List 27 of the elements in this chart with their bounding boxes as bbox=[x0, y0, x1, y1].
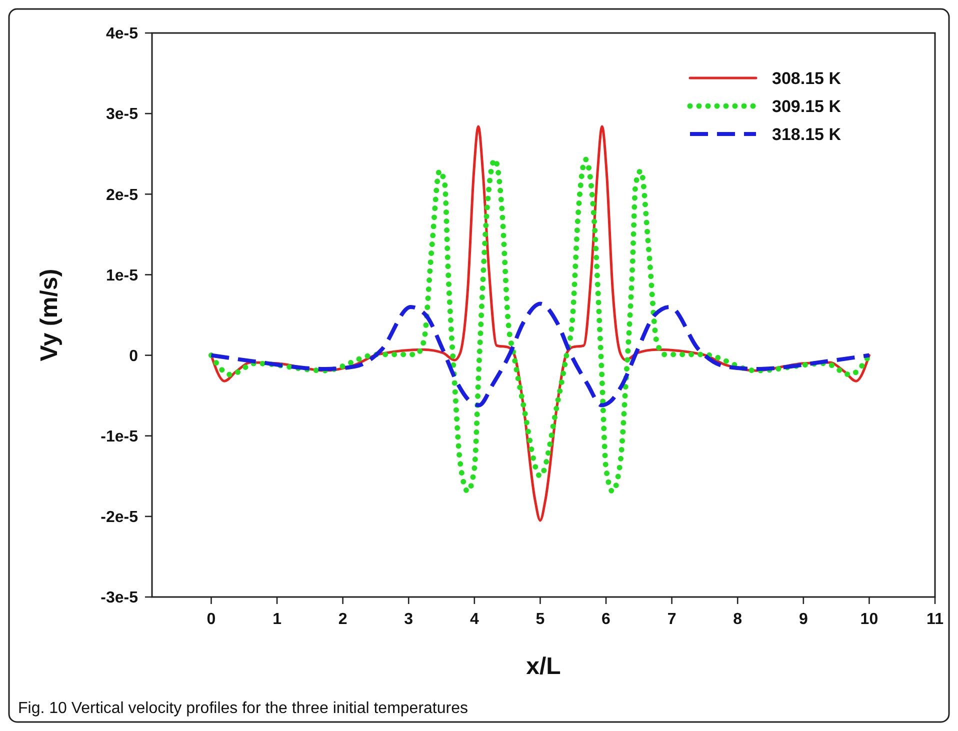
x-tick-label: 10 bbox=[860, 611, 878, 628]
legend-label: 309.15 K bbox=[772, 96, 842, 116]
x-tick-label: 9 bbox=[798, 611, 808, 628]
y-axis-title: Vy (m/s) bbox=[36, 268, 63, 362]
y-tick-label: -1e-5 bbox=[100, 428, 138, 446]
x-tick-label: 0 bbox=[206, 611, 216, 628]
x-tick-label: 6 bbox=[602, 611, 611, 628]
caption: Fig. 10 Vertical velocity profiles for the three initial temperatures bbox=[18, 700, 468, 717]
y-tick-label: 0 bbox=[129, 348, 138, 365]
line-series bbox=[209, 302, 872, 408]
x-tick-label: 1 bbox=[272, 611, 282, 628]
x-tick-label: 7 bbox=[667, 611, 676, 628]
x-tick-label: 5 bbox=[536, 611, 545, 628]
y-tick-label: -2e-5 bbox=[100, 509, 138, 526]
y-tick-label: 1e-5 bbox=[106, 267, 138, 284]
y-tick-label: -3e-5 bbox=[100, 590, 138, 607]
x-tick-label: 11 bbox=[926, 611, 944, 628]
x-tick-label: 2 bbox=[338, 611, 348, 628]
legend-label: 318.15 K bbox=[772, 124, 842, 144]
x-tick-label: 3 bbox=[404, 611, 414, 628]
x-axis-title: x/L bbox=[526, 653, 561, 680]
x-tick-label: 4 bbox=[470, 611, 479, 628]
y-tick-label: 4e-5 bbox=[106, 26, 138, 43]
legend-label: 308.15 K bbox=[772, 68, 842, 88]
y-tick-label: 3e-5 bbox=[106, 106, 138, 124]
x-tick-label: 8 bbox=[733, 611, 742, 628]
y-tick-label: 2e-5 bbox=[106, 186, 138, 204]
